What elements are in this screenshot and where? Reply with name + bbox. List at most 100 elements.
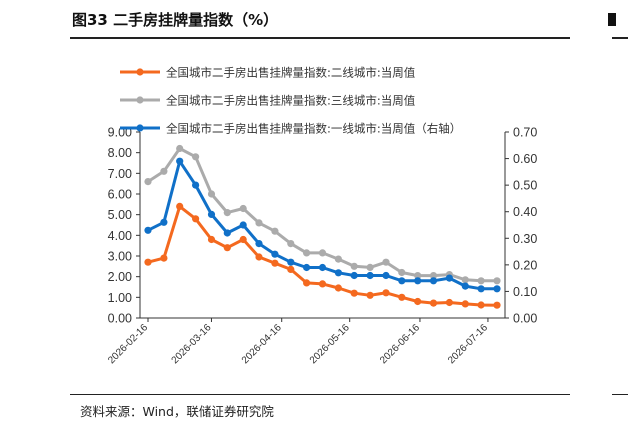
data-point <box>176 144 184 153</box>
data-point <box>398 277 406 285</box>
y-right-tick-label: 0.40 <box>513 205 537 219</box>
figure-title: 图33 二手房挂牌量指数（%） <box>72 11 279 29</box>
data-point <box>207 235 216 244</box>
data-point <box>477 277 485 285</box>
y-left-tick-label: 7.00 <box>108 167 132 181</box>
next-figure-rule-bottom <box>612 394 628 395</box>
y-left-tick-label: 1.00 <box>108 291 132 305</box>
data-point <box>414 297 422 306</box>
top-rule <box>70 37 570 39</box>
data-point <box>414 272 422 280</box>
data-point <box>223 229 231 237</box>
data-point <box>429 272 438 280</box>
next-figure-edge <box>608 13 616 26</box>
data-point <box>461 276 469 284</box>
y-right-tick-label: 0.20 <box>513 258 537 272</box>
y-right-tick-label: 0.70 <box>513 126 537 140</box>
data-point <box>382 289 390 297</box>
data-point <box>461 282 469 290</box>
data-point <box>366 263 374 271</box>
y-right-tick-label: 0.30 <box>513 232 537 246</box>
data-point <box>477 285 485 293</box>
y-left-tick-label: 8.00 <box>108 146 132 160</box>
legend-swatch-marker <box>136 96 144 104</box>
data-point <box>192 215 200 223</box>
data-point <box>160 254 168 262</box>
y-left-tick-label: 0.00 <box>108 312 132 326</box>
data-point <box>192 181 200 189</box>
data-point <box>461 300 469 308</box>
y-left-tick-label: 4.00 <box>108 229 132 243</box>
data-point <box>287 265 295 273</box>
y-left-tick-label: 6.00 <box>108 188 132 202</box>
series-line <box>147 147 497 283</box>
chart-legend: 全国城市二手房出售挂牌量指数:二线城市:当周值全国城市二手房出售挂牌量指数:三线… <box>120 66 461 136</box>
data-point <box>223 244 231 252</box>
data-point <box>271 227 279 235</box>
data-point <box>350 262 358 270</box>
data-point <box>223 209 231 217</box>
y-left-tick-label: 2.00 <box>108 270 132 284</box>
data-point <box>398 268 406 277</box>
data-point <box>429 299 438 307</box>
data-point <box>176 157 184 165</box>
data-point <box>287 258 295 266</box>
data-point <box>334 255 342 263</box>
data-point <box>334 284 342 292</box>
next-figure-rule-top <box>612 37 628 39</box>
legend-swatch-marker <box>136 124 144 132</box>
y-left-tick-label: 3.00 <box>108 250 132 264</box>
data-point <box>414 277 422 285</box>
data-point <box>239 235 247 244</box>
data-point <box>255 240 263 248</box>
legend-label: 全国城市二手房出售挂牌量指数:二线城市:当周值 <box>166 66 416 80</box>
data-point <box>176 202 184 210</box>
data-point <box>398 293 406 301</box>
y-left-tick-label: 5.00 <box>108 208 132 222</box>
data-point <box>239 204 247 213</box>
legend-label: 全国城市二手房出售挂牌量指数:三线城市:当周值 <box>166 94 416 108</box>
data-point <box>366 291 374 299</box>
data-point <box>334 269 342 277</box>
x-tick-label: 2026-06-16 <box>378 322 422 366</box>
data-point <box>303 279 311 287</box>
data-point <box>287 240 295 248</box>
data-point <box>160 218 168 226</box>
data-point <box>493 277 501 285</box>
y-right-tick-label: 0.10 <box>513 285 537 299</box>
data-point <box>318 263 327 272</box>
chart-series <box>144 144 501 309</box>
data-point <box>239 221 247 229</box>
data-point <box>493 301 501 309</box>
data-point <box>144 226 152 234</box>
data-point <box>445 298 453 307</box>
data-point <box>429 277 438 285</box>
data-point <box>303 249 311 257</box>
data-point <box>382 271 390 280</box>
data-point <box>382 258 390 266</box>
x-tick-label: 2026-02-16 <box>106 322 150 366</box>
data-point <box>318 249 327 257</box>
data-point <box>318 280 327 288</box>
data-point <box>493 285 501 293</box>
x-tick-label: 2026-03-16 <box>170 322 214 366</box>
data-point <box>192 153 200 161</box>
data-point <box>255 219 263 227</box>
data-point <box>271 259 279 267</box>
legend-label: 全国城市二手房出售挂牌量指数:一线城市:当周值（右轴） <box>166 122 461 136</box>
legend-swatch-marker <box>136 68 144 76</box>
data-point <box>207 190 216 198</box>
x-tick-label: 2026-05-16 <box>308 322 352 366</box>
x-tick-label: 2026-07-16 <box>446 322 490 366</box>
data-point <box>271 250 279 258</box>
data-point <box>445 274 453 282</box>
data-point <box>160 167 168 175</box>
source-note: 资料来源：Wind，联储证券研究院 <box>80 404 274 419</box>
data-point <box>144 258 152 266</box>
bottom-rule <box>70 394 570 395</box>
y-right-tick-label: 0.60 <box>513 152 537 166</box>
x-tick-label: 2026-04-16 <box>240 322 284 366</box>
data-point <box>366 271 374 280</box>
data-point <box>477 301 485 309</box>
